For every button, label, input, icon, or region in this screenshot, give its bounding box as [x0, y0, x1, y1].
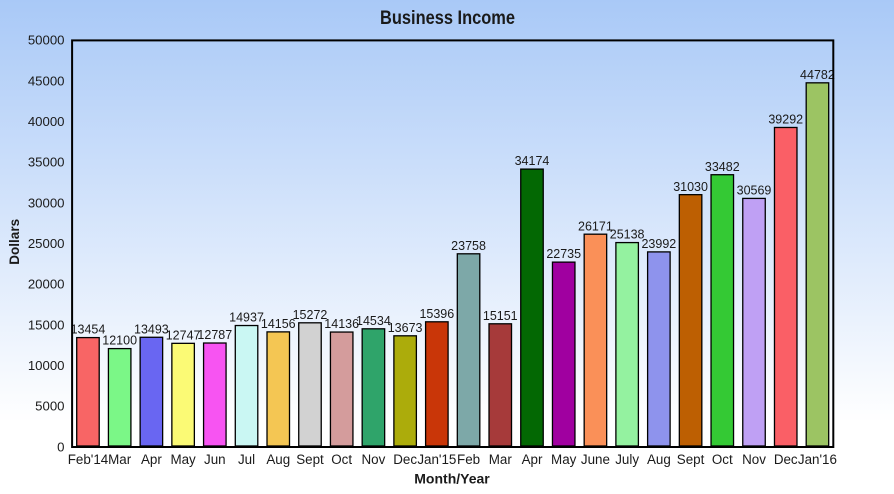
svg-text:23992: 23992: [641, 237, 676, 251]
svg-text:30569: 30569: [737, 184, 772, 198]
svg-text:12747: 12747: [166, 328, 201, 342]
svg-text:50000: 50000: [28, 33, 65, 48]
svg-text:Apr: Apr: [522, 452, 543, 467]
svg-text:Jul: Jul: [238, 452, 255, 467]
svg-text:34174: 34174: [515, 154, 550, 168]
svg-text:Feb: Feb: [457, 452, 480, 467]
svg-text:Jun: Jun: [204, 452, 226, 467]
svg-text:Oct: Oct: [331, 452, 352, 467]
svg-text:14534: 14534: [356, 314, 391, 328]
svg-text:July: July: [615, 452, 639, 467]
svg-text:Month/Year: Month/Year: [414, 471, 490, 487]
svg-text:Jan'15: Jan'15: [417, 452, 456, 467]
svg-text:Mar: Mar: [489, 452, 513, 467]
svg-text:Dec: Dec: [393, 452, 417, 467]
svg-text:Sept: Sept: [677, 452, 705, 467]
svg-text:25138: 25138: [610, 228, 645, 242]
svg-text:33482: 33482: [705, 160, 740, 174]
svg-text:Aug: Aug: [647, 452, 671, 467]
svg-text:40000: 40000: [28, 114, 65, 129]
svg-text:0: 0: [57, 439, 64, 454]
svg-text:15151: 15151: [483, 309, 518, 323]
svg-text:44782: 44782: [800, 68, 835, 82]
svg-text:13454: 13454: [71, 323, 106, 337]
svg-text:20000: 20000: [28, 277, 65, 292]
svg-text:Aug: Aug: [266, 452, 290, 467]
svg-text:May: May: [170, 452, 196, 467]
svg-text:26171: 26171: [578, 219, 613, 233]
svg-text:13493: 13493: [134, 322, 169, 336]
svg-text:May: May: [551, 452, 577, 467]
svg-text:23758: 23758: [451, 239, 486, 253]
svg-text:14156: 14156: [261, 317, 296, 331]
svg-text:31030: 31030: [673, 180, 708, 194]
svg-text:Business Income: Business Income: [380, 8, 515, 29]
svg-text:14136: 14136: [324, 317, 359, 331]
svg-text:Feb'14: Feb'14: [68, 452, 109, 467]
svg-text:14937: 14937: [229, 311, 264, 325]
svg-text:30000: 30000: [28, 195, 65, 210]
svg-text:Nov: Nov: [361, 452, 385, 467]
svg-text:22735: 22735: [546, 247, 581, 261]
svg-text:Dollars: Dollars: [7, 219, 22, 265]
svg-text:Sept: Sept: [296, 452, 324, 467]
svg-text:12787: 12787: [197, 328, 232, 342]
svg-text:10000: 10000: [28, 358, 65, 373]
svg-text:39292: 39292: [768, 113, 803, 127]
svg-text:25000: 25000: [28, 236, 65, 251]
svg-text:Nov: Nov: [742, 452, 766, 467]
svg-text:35000: 35000: [28, 155, 65, 170]
svg-text:15272: 15272: [293, 308, 328, 322]
svg-text:Mar: Mar: [108, 452, 132, 467]
svg-text:Jan'16: Jan'16: [798, 452, 837, 467]
svg-text:15000: 15000: [28, 317, 65, 332]
svg-text:June: June: [581, 452, 610, 467]
svg-text:45000: 45000: [28, 73, 65, 88]
svg-text:Apr: Apr: [141, 452, 162, 467]
svg-text:5000: 5000: [35, 399, 64, 414]
svg-text:13673: 13673: [388, 321, 423, 335]
svg-text:Dec: Dec: [774, 452, 798, 467]
svg-text:15396: 15396: [419, 307, 454, 321]
svg-text:Oct: Oct: [712, 452, 733, 467]
svg-text:12100: 12100: [102, 334, 137, 348]
